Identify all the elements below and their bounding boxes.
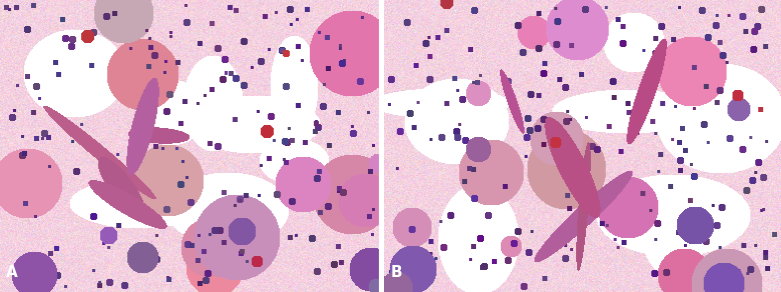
Text: A: A: [5, 265, 17, 280]
Text: B: B: [390, 265, 402, 280]
